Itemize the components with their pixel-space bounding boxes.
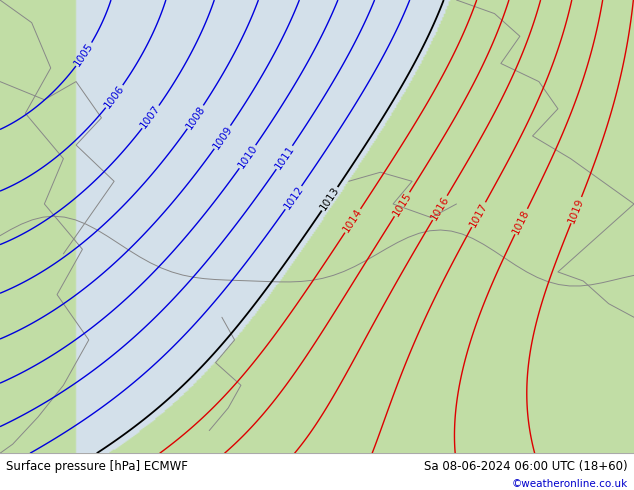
Text: 1011: 1011 <box>273 144 296 171</box>
Text: 1018: 1018 <box>511 207 531 236</box>
Text: 1016: 1016 <box>429 194 451 222</box>
Text: 1010: 1010 <box>236 143 259 171</box>
Text: 1017: 1017 <box>468 201 489 229</box>
Text: 1014: 1014 <box>341 207 364 235</box>
Text: 1015: 1015 <box>391 191 413 218</box>
Text: Surface pressure [hPa] ECMWF: Surface pressure [hPa] ECMWF <box>6 460 188 473</box>
Text: ©weatheronline.co.uk: ©weatheronline.co.uk <box>512 480 628 490</box>
Text: 1007: 1007 <box>139 103 162 130</box>
Text: 1013: 1013 <box>318 185 341 213</box>
Text: 1005: 1005 <box>73 41 96 68</box>
Text: 1008: 1008 <box>184 103 207 131</box>
Text: 1012: 1012 <box>281 184 305 211</box>
Text: 1009: 1009 <box>211 123 234 151</box>
Text: 1019: 1019 <box>567 196 586 224</box>
Text: 1006: 1006 <box>103 83 126 110</box>
Text: Sa 08-06-2024 06:00 UTC (18+60): Sa 08-06-2024 06:00 UTC (18+60) <box>424 460 628 473</box>
